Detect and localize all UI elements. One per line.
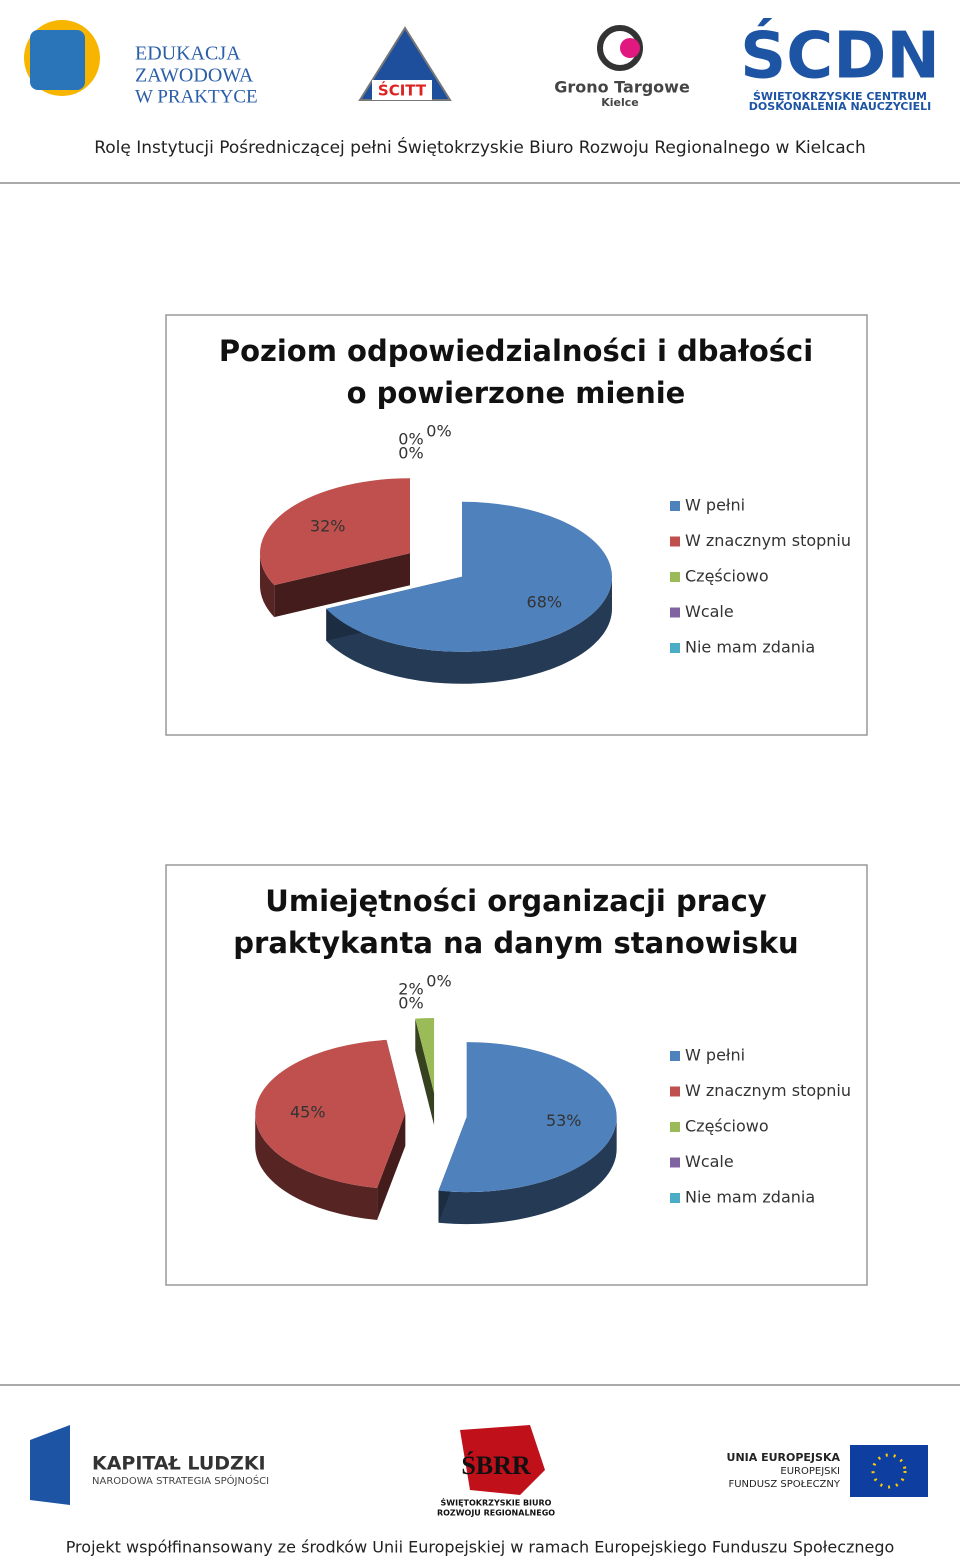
logo-text: FUNDUSZ SPOŁECZNY	[728, 1479, 840, 1490]
logo-ue: UNIA EUROPEJSKA EUROPEJSKI FUNDUSZ SPOŁE…	[727, 1445, 928, 1497]
legend-label: Wcale	[685, 602, 734, 621]
legend-swatch	[670, 643, 680, 653]
legend-label: Nie mam zdania	[685, 1188, 815, 1207]
logo-scdn: ŚCDN ŚWIĘTOKRZYSKIE CENTRUM DOSKONALENIA…	[740, 18, 940, 113]
data-label: 68%	[527, 592, 563, 611]
data-label: 2%	[398, 980, 423, 999]
logo-ezp: EDUKACJA ZAWODOWA W PRAKTYCE	[24, 20, 258, 107]
legend-label: W znacznym stopniu	[685, 1081, 851, 1100]
logo-text: ŚWIĘTOKRZYSKIE BIURO	[441, 1497, 552, 1508]
pie-slice-side	[326, 576, 613, 684]
logo-text: Kielce	[601, 96, 639, 109]
pie-slice	[326, 501, 613, 652]
logo-text: NARODOWA STRATEGIA SPÓJNOŚCI	[92, 1474, 269, 1487]
legend-label: W znacznym stopniu	[685, 531, 851, 550]
legend-swatch	[670, 1051, 680, 1061]
logo-shape	[460, 1425, 545, 1495]
logo-shape	[30, 1425, 70, 1505]
chart-title: Poziom odpowiedzialności i dbałości	[219, 334, 813, 368]
pie-slice-cut	[377, 1114, 406, 1220]
legend-label: Wcale	[685, 1152, 734, 1171]
logo-text: ŚCDN	[740, 18, 940, 94]
data-label: 53%	[546, 1111, 582, 1130]
pie-slice	[259, 478, 410, 586]
logo-text: Grono Targowe	[554, 78, 690, 97]
legend-label: Częściowo	[685, 1117, 769, 1136]
pie-slice-cut	[274, 553, 410, 618]
logo-text: ŚWIĘTOKRZYSKIE CENTRUM	[753, 90, 927, 103]
logo-text: DOSKONALENIA NAUCZYCIELI	[749, 100, 931, 113]
legend-label: Częściowo	[685, 567, 769, 586]
pie-slice-side	[259, 553, 275, 618]
header-text: Rolę Instytucji Pośredniczącej pełni Świ…	[94, 136, 866, 158]
pie-slice-side	[438, 1117, 617, 1225]
pie-slice	[415, 1018, 435, 1094]
pie-slice	[438, 1042, 617, 1193]
logo-kapital: KAPITAŁ LUDZKI NARODOWA STRATEGIA SPÓJNO…	[30, 1425, 269, 1505]
logo-shape	[30, 30, 85, 90]
logo-text: UNIA EUROPEJSKA	[727, 1451, 841, 1464]
chart-title: o powierzone mienie	[347, 376, 686, 410]
logo-text: KAPITAŁ LUDZKI	[92, 1453, 266, 1475]
data-label: 0%	[398, 444, 423, 463]
legend-label: Nie mam zdania	[685, 638, 815, 657]
data-label: 45%	[290, 1102, 326, 1121]
chart-title: Umiejętności organizacji pracy	[265, 884, 766, 918]
logo-text: ŚBRR	[461, 1451, 531, 1480]
eu-flag	[850, 1445, 928, 1497]
logo-text: EUROPEJSKI	[780, 1466, 840, 1477]
legend-swatch	[670, 607, 680, 618]
pie-slice	[255, 1039, 406, 1188]
logo-sbrr: ŚBRR ŚWIĘTOKRZYSKIE BIURO ROZWOJU REGION…	[437, 1425, 555, 1518]
pie	[255, 1018, 617, 1225]
eu-stars	[871, 1453, 907, 1489]
legend-swatch	[670, 501, 680, 511]
legend-swatch	[670, 1122, 680, 1132]
pie	[259, 478, 613, 684]
legend-swatch	[670, 1157, 680, 1168]
logo-text: ŚCITT	[378, 81, 427, 100]
logo-grono: Grono Targowe Kielce	[554, 25, 690, 109]
logo-shape	[620, 38, 640, 58]
footer-text: Projekt współfinansowany ze środków Unii…	[66, 1538, 895, 1557]
data-label: 0%	[426, 972, 451, 991]
legend-swatch	[670, 1086, 680, 1097]
logo-scitt: ŚCITT	[358, 26, 452, 101]
data-label: 32%	[310, 517, 346, 536]
logo-shape	[372, 80, 432, 100]
legend-swatch	[670, 1193, 680, 1203]
legend-label: W pełni	[685, 496, 745, 515]
data-label: 0%	[398, 430, 423, 449]
pie-slice-cut	[415, 1018, 435, 1126]
data-label: 0%	[426, 422, 451, 441]
legend-label: W pełni	[685, 1046, 745, 1065]
legend-swatch	[670, 536, 680, 547]
logo-text: EDUKACJA	[135, 43, 241, 65]
logo-text: ROZWOJU REGIONALNEGO	[437, 1509, 555, 1518]
logo-text: ZAWODOWA	[135, 65, 254, 87]
legend-swatch	[670, 572, 680, 582]
pie-slice-side	[255, 1114, 378, 1220]
data-label: 0%	[398, 994, 423, 1013]
logo-text: W PRAKTYCE	[135, 86, 258, 107]
chart-title: praktykanta na danym stanowisku	[233, 926, 798, 960]
